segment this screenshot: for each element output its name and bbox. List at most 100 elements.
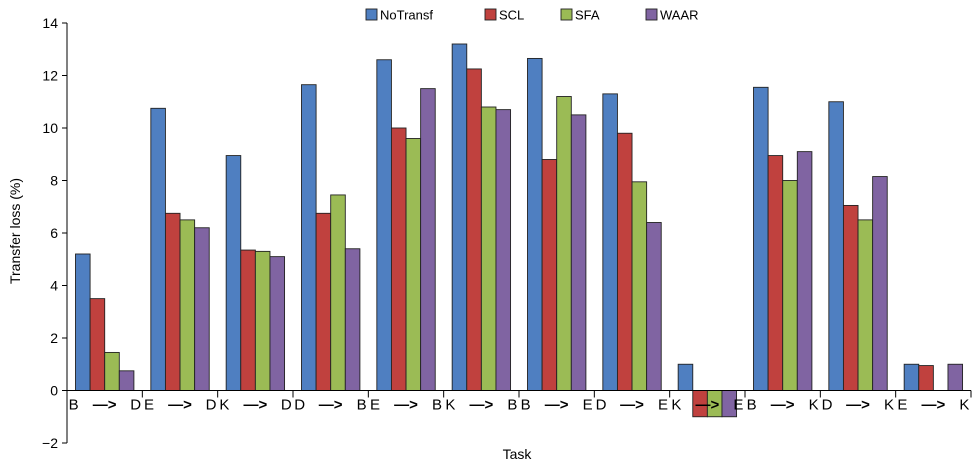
bar-scl-B-K [767,155,784,391]
category-label-D-K: D —> K [822,397,894,414]
bar-waar-E-D [194,227,210,391]
bar-waar-B-E [570,114,587,391]
y-tick-label: 8 [50,173,58,189]
category-to: E [583,397,593,414]
category-arrow: —> [319,397,343,414]
category-arrow: —> [620,397,644,414]
bar-notransf-E-B [376,59,392,391]
y-tick-label: 6 [50,225,58,241]
bar-notransf-D-B [301,84,317,391]
category-from: K [219,397,229,414]
bar-notransf-E-D [150,107,166,391]
x-axis-title: Task [503,446,533,462]
category-label-D-B: D —> B [294,397,366,414]
category-label-K-E: K —> E [671,397,743,414]
category-to: K [884,397,894,414]
legend: NoTransf SCL SFA WAAR [365,8,699,23]
bar-sfa-D-B [330,194,346,391]
y-ticks: −2 0 2 4 6 8 10 12 14 [42,15,67,451]
bar-waar-B-K [796,151,813,391]
legend-swatch [645,8,658,21]
legend-item-sfa: SFA [560,8,600,23]
bar-sfa-E-B [405,138,422,391]
bars-layer [75,43,964,418]
category-to: B [432,397,442,414]
category-label-B-D: B —> D [69,397,142,414]
legend-label: SCL [499,8,524,23]
bar-scl-D-K [842,204,859,391]
category-arrow: —> [545,397,569,414]
bar-notransf-B-D [75,253,91,391]
bar-waar-D-E [646,222,662,391]
bar-sfa-K-D [254,250,271,391]
category-from: E [370,397,380,414]
y-tick-label: −2 [42,435,58,451]
category-from: D [294,397,305,414]
category-label-B-K: B —> K [747,397,819,414]
bar-scl-E-B [390,127,407,391]
y-tick-label: 12 [42,68,58,84]
category-label-E-K: E —> K [897,397,969,414]
category-from: B [521,397,531,414]
category-from: K [445,397,455,414]
category-to: D [130,397,141,414]
bar-notransf-D-K [828,101,844,391]
bar-waar-D-K [872,176,888,391]
category-from: K [671,397,681,414]
category-label-E-B: E —> B [370,397,442,414]
bar-notransf-E-K [903,363,920,391]
axes-layer [66,23,972,443]
bar-scl-K-D [240,249,256,391]
bar-scl-D-B [315,212,332,391]
bar-waar-B-D [118,370,135,391]
bar-sfa-B-E [556,96,572,391]
bar-sfa-B-D [104,351,120,391]
bar-notransf-D-E [602,93,618,391]
category-arrow: —> [394,397,418,414]
bar-scl-E-D [164,212,181,391]
category-to: D [206,397,217,414]
category-arrow: —> [695,397,719,414]
bar-sfa-D-K [857,219,874,391]
bar-notransf-K-B [451,43,468,391]
category-label-B-E: B —> E [521,397,593,414]
category-to: B [357,397,367,414]
category-to: K [959,397,969,414]
category-from: B [747,397,757,414]
y-tick-label: 4 [50,278,58,294]
bar-waar-E-K [947,363,964,391]
bar-sfa-E-D [179,219,196,391]
legend-swatch [560,8,573,21]
bar-notransf-K-E [677,363,694,391]
y-tick-label: 10 [42,120,58,136]
bar-waar-E-B [420,88,436,391]
bar-notransf-K-D [225,155,242,391]
category-arrow: —> [771,397,795,414]
category-from: E [897,397,907,414]
y-axis-title: Transfer loss (%) [7,178,23,284]
bar-scl-B-E [541,159,558,391]
category-labels: B —> D E —> D K —> D D —> B E —> B K —> B B —> E D —> E K —> E B —> K… [69,397,970,414]
bar-scl-D-E [616,132,633,391]
bar-sfa-B-K [782,180,798,391]
category-to: B [507,397,517,414]
category-arrow: —> [93,397,117,414]
category-to: K [809,397,819,414]
category-arrow: —> [168,397,192,414]
category-to: E [733,397,743,414]
category-label-K-B: K —> B [445,397,517,414]
legend-item-waar: WAAR [645,8,699,23]
bar-sfa-K-B [480,106,497,391]
category-arrow: —> [469,397,493,414]
category-from: B [69,397,79,414]
bar-waar-K-B [495,109,512,391]
bar-waar-K-D [269,256,286,391]
category-label-K-D: K —> D [219,397,292,414]
category-arrow: —> [243,397,267,414]
legend-label: SFA [575,8,600,23]
bar-notransf-B-K [753,86,769,391]
bar-scl-K-B [466,68,482,391]
category-arrow: —> [846,397,870,414]
category-arrow: —> [921,397,945,414]
